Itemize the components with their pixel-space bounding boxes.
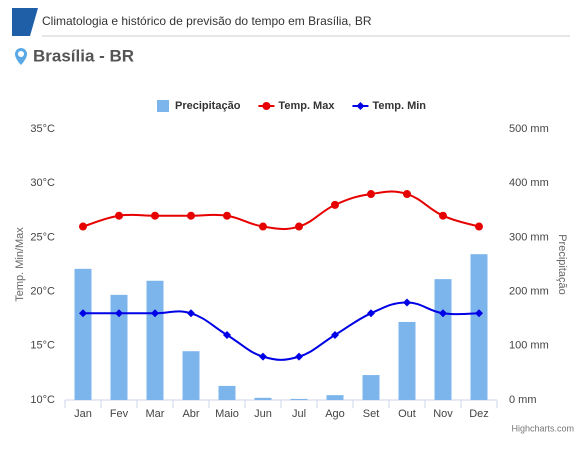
marker — [187, 211, 195, 220]
y2-tick-label: 0 mm — [509, 394, 537, 406]
y2-tick-label: 200 mm — [509, 286, 549, 298]
marker — [367, 190, 375, 199]
y-tick-label: 25°C — [30, 231, 55, 243]
marker — [475, 222, 483, 231]
x-tick-label: Jun — [254, 408, 272, 420]
x-tick-label: Fev — [110, 408, 129, 420]
legend-symbol — [262, 102, 271, 110]
y2-tick-label: 500 mm — [509, 123, 549, 135]
marker — [259, 222, 267, 231]
credit: Highcharts.com — [511, 423, 574, 433]
marker — [439, 211, 447, 220]
marker — [475, 309, 483, 318]
x-tick-label: Dez — [469, 408, 489, 420]
marker — [295, 352, 303, 361]
bar — [74, 268, 92, 400]
legend-label: Temp. Max — [278, 100, 335, 112]
y-tick-label: 10°C — [30, 394, 55, 406]
bar — [110, 294, 128, 400]
bar — [146, 280, 164, 400]
x-tick-label: Jul — [292, 408, 306, 420]
line — [83, 301, 480, 361]
bar — [362, 375, 380, 400]
line — [82, 190, 480, 231]
marker — [403, 298, 411, 307]
x-tick-label: Ago — [325, 408, 345, 420]
marker — [79, 222, 87, 231]
bar — [470, 254, 488, 400]
legend-symbol — [356, 102, 365, 110]
y2-tick-label: 300 mm — [509, 231, 549, 243]
marker — [331, 200, 339, 209]
y2-axis-title: Precipitação — [556, 234, 568, 295]
marker — [151, 309, 159, 318]
x-tick-label: Nov — [433, 408, 453, 420]
marker — [223, 211, 231, 220]
bar — [326, 395, 344, 400]
bar — [182, 351, 200, 400]
y-axis-title: Temp. Min/Max — [14, 227, 26, 302]
y2-tick-label: 400 mm — [509, 177, 549, 189]
marker — [259, 352, 267, 361]
bar — [398, 321, 416, 400]
marker — [115, 211, 123, 220]
location-pin — [15, 48, 27, 65]
bar — [290, 398, 308, 400]
y-tick-label: 30°C — [30, 177, 55, 189]
legend-symbol — [157, 100, 169, 112]
marker — [367, 309, 375, 318]
legend-label: Precipitação — [175, 100, 241, 112]
marker — [403, 190, 411, 199]
header-badge — [12, 8, 38, 36]
marker — [295, 222, 303, 231]
x-tick-label: Mar — [146, 408, 165, 420]
x-tick-label: Set — [363, 408, 380, 420]
x-tick-label: Out — [398, 408, 416, 420]
location: Brasília - BR — [33, 46, 134, 65]
x-tick-label: Jan — [74, 408, 92, 420]
x-tick-label: Maio — [215, 408, 239, 420]
bar — [254, 397, 272, 400]
x-tick-label: Abr — [182, 408, 199, 420]
y2-tick-label: 100 mm — [509, 340, 549, 352]
legend-label: Temp. Min — [372, 100, 426, 112]
marker — [223, 330, 231, 339]
marker — [331, 330, 339, 339]
y-tick-label: 20°C — [30, 286, 55, 298]
bar — [434, 279, 452, 400]
marker — [115, 309, 123, 318]
page-title: Climatologia e histórico de previsão do … — [42, 14, 372, 28]
marker — [439, 309, 447, 318]
marker — [151, 211, 159, 220]
marker — [187, 309, 195, 318]
y-tick-label: 15°C — [30, 340, 55, 352]
y-tick-label: 35°C — [30, 123, 55, 135]
marker — [79, 309, 87, 318]
bar — [218, 385, 236, 400]
